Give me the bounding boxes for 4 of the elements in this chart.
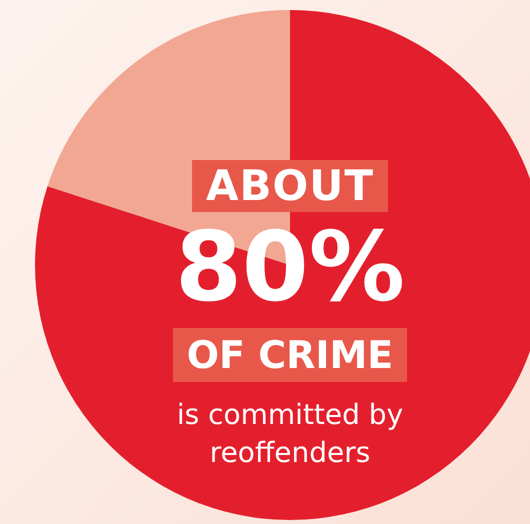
text: ABOUT xyxy=(192,160,388,212)
text: OF CRIME xyxy=(172,328,408,382)
text: is committed by reoffenders xyxy=(176,397,404,471)
text: 80% xyxy=(175,211,405,323)
